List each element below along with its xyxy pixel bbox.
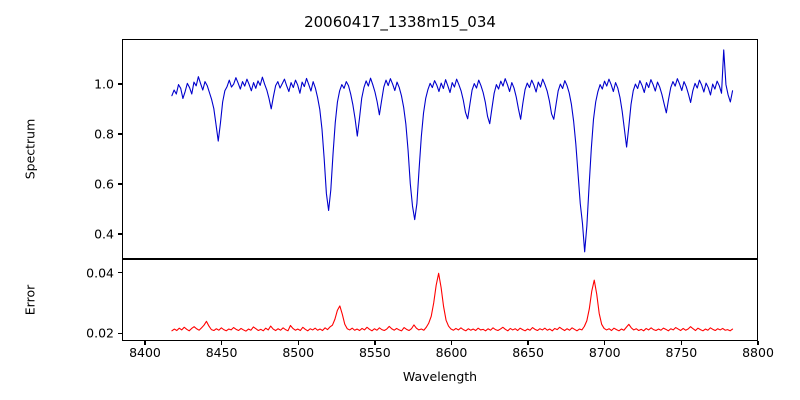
x-tick-mark	[450, 341, 453, 346]
y-tick-mark	[117, 83, 122, 85]
x-tick-mark	[220, 341, 223, 346]
figure-title: 20060417_1338m15_034	[304, 13, 496, 31]
y-tick-label: 0.6	[94, 176, 114, 192]
x-tick-label: 8700	[588, 345, 621, 360]
x-tick-mark	[527, 341, 529, 346]
x-tick-mark	[604, 341, 606, 346]
y-tick-label: 1.0	[94, 76, 114, 92]
y-tick-mark	[117, 272, 122, 274]
y-axis-label-error: Error	[22, 284, 38, 316]
x-tick-mark	[297, 341, 299, 346]
x-tick-label: 8550	[358, 345, 391, 360]
spectrum-axes	[122, 39, 758, 259]
x-tick-mark	[757, 341, 759, 346]
error-line	[171, 272, 734, 332]
x-tick-label: 8400	[129, 345, 161, 360]
y-tick-mark	[117, 332, 122, 335]
y-tick-label: 0.02	[86, 325, 114, 341]
x-axis-label: Wavelength	[402, 369, 478, 384]
spectrum-line	[171, 49, 734, 253]
y-tick-mark	[117, 233, 122, 235]
x-tick-label: 8600	[435, 345, 468, 360]
x-tick-label: 8650	[512, 345, 545, 360]
y-tick-label: 0.04	[86, 265, 114, 281]
x-tick-mark	[374, 341, 376, 346]
x-tick-label: 8500	[282, 345, 315, 360]
x-tick-label: 8450	[205, 345, 238, 360]
x-tick-label: 8750	[665, 345, 698, 360]
spectrum-plot-area	[171, 49, 734, 253]
x-tick-mark	[680, 341, 683, 346]
y-axis-label-spectrum: Spectrum	[22, 118, 38, 180]
error-axes	[122, 259, 758, 341]
y-tick-mark	[117, 183, 122, 185]
error-plot-area	[171, 272, 734, 332]
x-tick-label: 8800	[742, 345, 774, 360]
y-tick-mark	[117, 133, 122, 135]
y-tick-label: 0.4	[94, 226, 114, 242]
y-tick-label: 0.8	[94, 126, 114, 142]
x-tick-mark	[144, 341, 146, 346]
